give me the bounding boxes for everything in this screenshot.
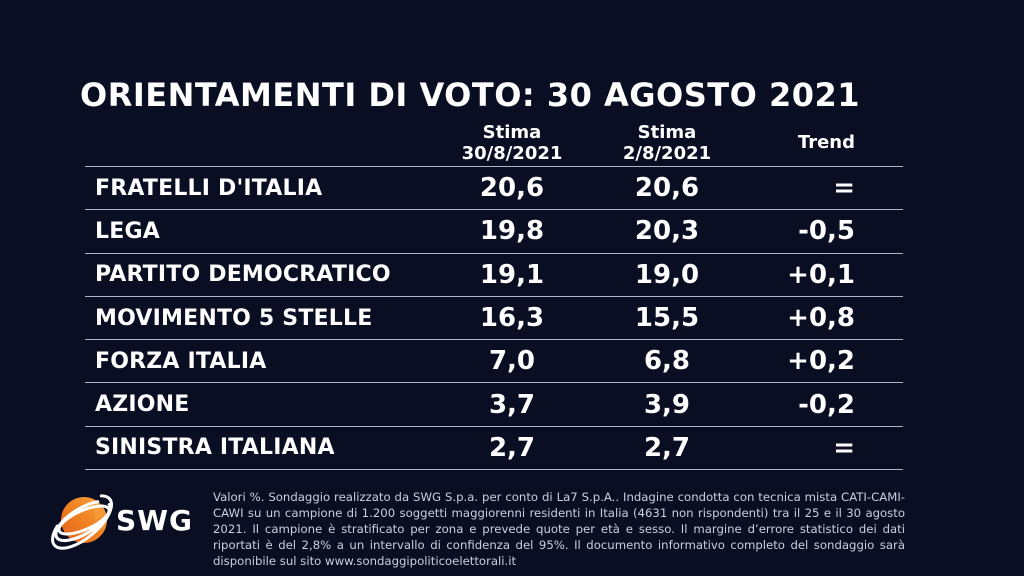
column-header-trend: Trend: [797, 132, 855, 153]
column-header-stima-2-8: Stima 2/8/2021: [597, 122, 737, 164]
survey-disclaimer: Valori %. Sondaggio realizzato da SWG S.…: [213, 490, 905, 568]
table-row: LEGA 19,8 20,3 -0,5: [85, 210, 903, 254]
stima-old-value: 19,0: [634, 259, 700, 290]
trend-value: =: [833, 432, 855, 463]
party-name: SINISTRA ITALIANA: [95, 435, 335, 461]
header-line-1: Stima: [637, 121, 697, 143]
header-line-2: 2/8/2021: [622, 142, 712, 164]
page-title: ORIENTAMENTI DI VOTO: 30 AGOSTO 2021: [80, 76, 861, 114]
party-name: PARTITO DEMOCRATICO: [95, 262, 391, 288]
stima-new-value: 19,1: [479, 259, 545, 290]
table-row: FORZA ITALIA 7,0 6,8 +0,2: [85, 340, 903, 384]
table-row: FRATELLI D'ITALIA 20,6 20,6 =: [85, 167, 903, 211]
stima-new-value: 16,3: [479, 303, 545, 334]
stima-new-value: 20,6: [479, 173, 545, 204]
stima-old-value: 6,8: [643, 346, 691, 377]
stima-old-value: 3,9: [643, 389, 691, 420]
trend-value: -0,2: [798, 389, 855, 420]
stima-new-value: 3,7: [488, 389, 536, 420]
trend-value: =: [833, 173, 855, 204]
swg-globe-icon: [51, 494, 113, 550]
table-row: SINISTRA ITALIANA 2,7 2,7 =: [85, 427, 903, 471]
table-row: PARTITO DEMOCRATICO 19,1 19,0 +0,1: [85, 254, 903, 297]
poll-table: Stima 30/8/2021 Stima 2/8/2021 Trend FRA…: [85, 119, 903, 471]
table-row: MOVIMENTO 5 STELLE 16,3 15,5 +0,8: [85, 297, 903, 341]
table-row: AZIONE 3,7 3,9 -0,2: [85, 383, 903, 427]
header-line-2: 30/8/2021: [461, 142, 563, 164]
stima-old-value: 20,6: [634, 173, 700, 204]
stima-new-value: 19,8: [479, 216, 545, 247]
stima-old-value: 20,3: [634, 216, 700, 247]
party-name: LEGA: [95, 218, 160, 244]
stima-old-value: 2,7: [643, 432, 691, 463]
column-header-stima-30-8: Stima 30/8/2021: [427, 122, 597, 164]
stima-new-value: 7,0: [488, 346, 536, 377]
table-header-row: Stima 30/8/2021 Stima 2/8/2021 Trend: [85, 119, 903, 167]
stima-new-value: 2,7: [488, 432, 536, 463]
trend-value: -0,5: [798, 216, 855, 247]
swg-logo-text: SWG: [116, 504, 194, 537]
stima-old-value: 15,5: [634, 303, 700, 334]
trend-value: +0,8: [787, 303, 855, 334]
trend-value: +0,2: [787, 346, 855, 377]
party-name: FRATELLI D'ITALIA: [95, 175, 323, 201]
party-name: MOVIMENTO 5 STELLE: [95, 305, 373, 331]
trend-value: +0,1: [787, 259, 855, 290]
header-line-1: Stima: [482, 121, 542, 143]
party-name: FORZA ITALIA: [95, 348, 267, 374]
party-name: AZIONE: [95, 392, 190, 418]
